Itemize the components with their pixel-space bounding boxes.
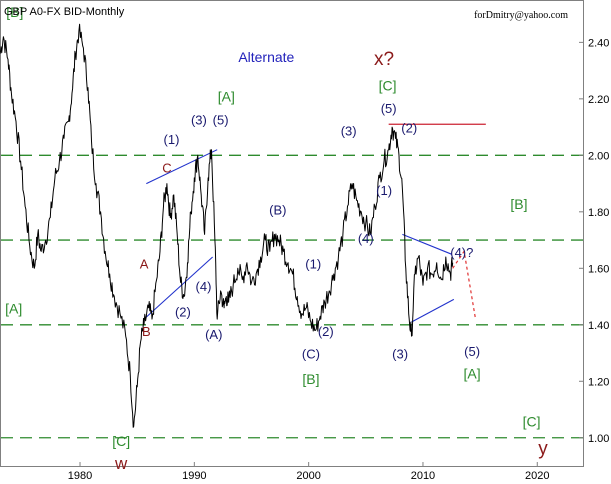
y-tick-label: 1.60 — [588, 263, 609, 275]
wave-label: [A] — [218, 89, 235, 105]
x-tick-label: 1990 — [182, 470, 206, 482]
wave-label: (3) — [392, 347, 408, 362]
horizontal-levels — [1, 154, 583, 439]
wave-label: [C] — [112, 433, 130, 449]
y-axis: 1.00 1.20 1.40 1.60 1.80 2.00 2.20 2.40 — [579, 37, 609, 445]
channel-line-3 — [411, 298, 455, 323]
y-tick-label: 1.40 — [588, 320, 609, 332]
wave-label: (4)? — [450, 245, 473, 260]
wave-label: y — [538, 439, 548, 460]
wave-label: (4) — [196, 279, 212, 294]
plot-area-frame — [0, 0, 584, 467]
wave-label: (4) — [358, 231, 374, 246]
wave-label: [A] — [5, 300, 22, 316]
wave-label: [C] — [379, 77, 397, 93]
y-tick-label: 1.00 — [588, 433, 609, 445]
wave-label: w — [114, 454, 128, 473]
wave-label: (3) — [341, 124, 357, 139]
price-series-0 — [0, 23, 454, 428]
x-tick-label: 1980 — [68, 470, 92, 482]
wave-label: (A) — [205, 327, 222, 342]
x-tick-label: 2020 — [525, 470, 549, 482]
x-tick-label: 2010 — [411, 470, 435, 482]
wave-label: (1) — [376, 183, 392, 198]
wave-label: (B) — [269, 203, 286, 218]
wave-label: A — [140, 256, 149, 271]
wave-label: (1) — [305, 256, 321, 271]
wave-label: [C] — [523, 413, 541, 429]
wave-label: (2) — [318, 324, 334, 339]
wave-label: C — [162, 160, 171, 175]
wave-label: (C) — [302, 347, 320, 362]
channel-line-0 — [146, 149, 218, 185]
wave-label: (2) — [401, 121, 417, 136]
wave-label: B — [142, 324, 151, 339]
wave-label: [B] — [6, 4, 23, 20]
wave-label: (5) — [213, 112, 229, 127]
wave-label: x? — [374, 49, 394, 70]
wave-label: Alternate — [238, 49, 294, 65]
wave-label: (3) — [191, 112, 207, 127]
chart-title: GBP A0-FX BID-Monthly — [4, 6, 125, 18]
projection-path — [452, 249, 477, 320]
channel-line-2 — [402, 233, 452, 255]
series-layer — [0, 23, 454, 428]
guide-lines — [143, 123, 486, 323]
wave-label: (1) — [164, 132, 180, 147]
wave-label: [B] — [510, 196, 527, 212]
wave-label: (5) — [381, 101, 397, 116]
channel-line-1 — [143, 256, 213, 320]
wave-labels: [B] [A] [C] w A B C (1) (2) (3) (4) (5) [A] (A) (B) (1)… — [5, 4, 548, 473]
chart-credit: forDmitry@yahoo.com — [474, 10, 568, 21]
x-axis: 1980 1990 2000 2010 2020 — [68, 462, 550, 482]
wave-label: (2) — [175, 304, 191, 319]
y-tick-label: 1.20 — [588, 376, 609, 388]
x-tick-label: 2000 — [296, 470, 320, 482]
wave-label: [A] — [464, 365, 481, 381]
wave-label: [B] — [302, 371, 319, 387]
y-tick-label: 2.00 — [588, 150, 609, 162]
y-tick-label: 2.20 — [588, 94, 609, 106]
y-tick-label: 1.80 — [588, 207, 609, 219]
wave-label: (5) — [464, 344, 480, 359]
y-tick-label: 2.40 — [588, 37, 609, 49]
